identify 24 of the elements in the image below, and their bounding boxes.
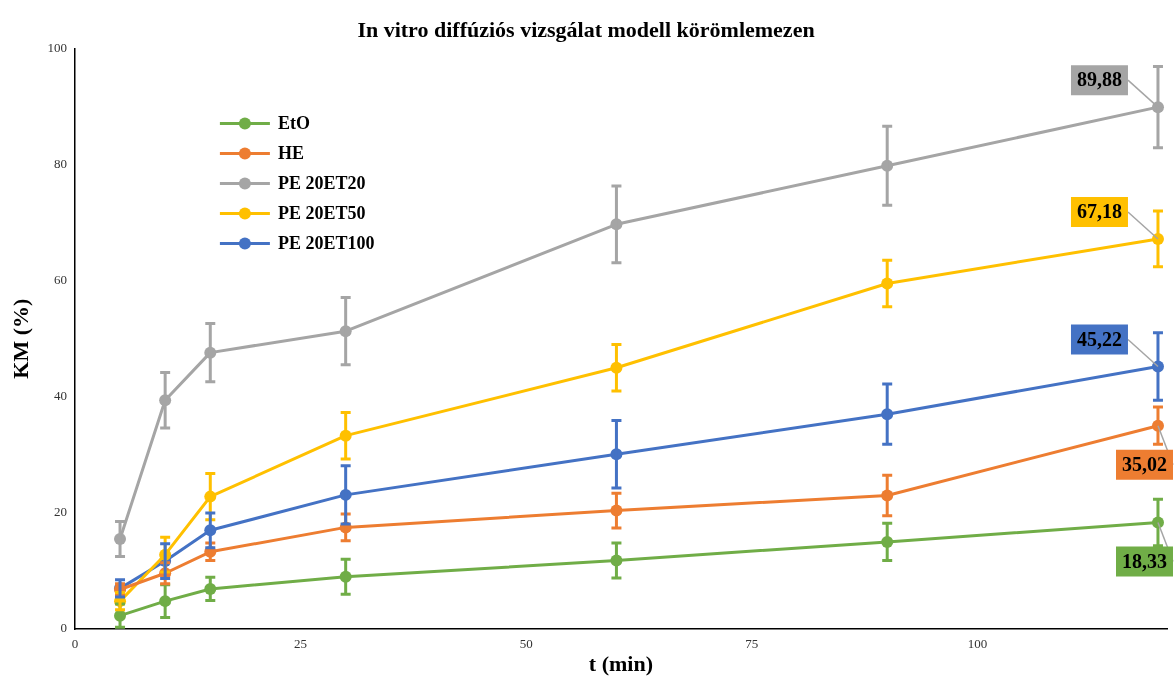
legend-label: PE 20ET20 bbox=[277, 173, 366, 194]
y-tick-label: 80 bbox=[53, 155, 67, 171]
x-tick-label: 100 bbox=[967, 636, 988, 652]
x-tick-label: 0 bbox=[71, 636, 79, 652]
y-tick-label: 0 bbox=[60, 620, 67, 636]
x-tick-label: 75 bbox=[745, 636, 759, 652]
x-tick-label: 25 bbox=[294, 636, 308, 652]
y-axis-title: KM (%) bbox=[7, 298, 33, 379]
data-label: 18,33 bbox=[1122, 549, 1167, 572]
legend-label: PE 20ET100 bbox=[277, 233, 375, 254]
data-label: 35,02 bbox=[1122, 452, 1167, 475]
legend-label: PE 20ET50 bbox=[277, 203, 366, 224]
data-label: 67,18 bbox=[1076, 200, 1122, 223]
y-tick-label: 60 bbox=[53, 272, 67, 288]
x-tick-label: 50 bbox=[519, 636, 533, 652]
legend-label: HE bbox=[277, 143, 304, 164]
data-label: 45,22 bbox=[1076, 327, 1122, 350]
x-axis-title: t (min) bbox=[588, 651, 654, 677]
data-label: 89,88 bbox=[1076, 68, 1122, 91]
y-tick-label: 20 bbox=[53, 504, 67, 520]
y-tick-label: 100 bbox=[47, 39, 67, 55]
y-tick-label: 40 bbox=[53, 388, 67, 404]
legend-label: EtO bbox=[277, 113, 310, 134]
chart-title: In vitro diffúziós vizsgálat modell körömlemezen bbox=[357, 16, 815, 42]
